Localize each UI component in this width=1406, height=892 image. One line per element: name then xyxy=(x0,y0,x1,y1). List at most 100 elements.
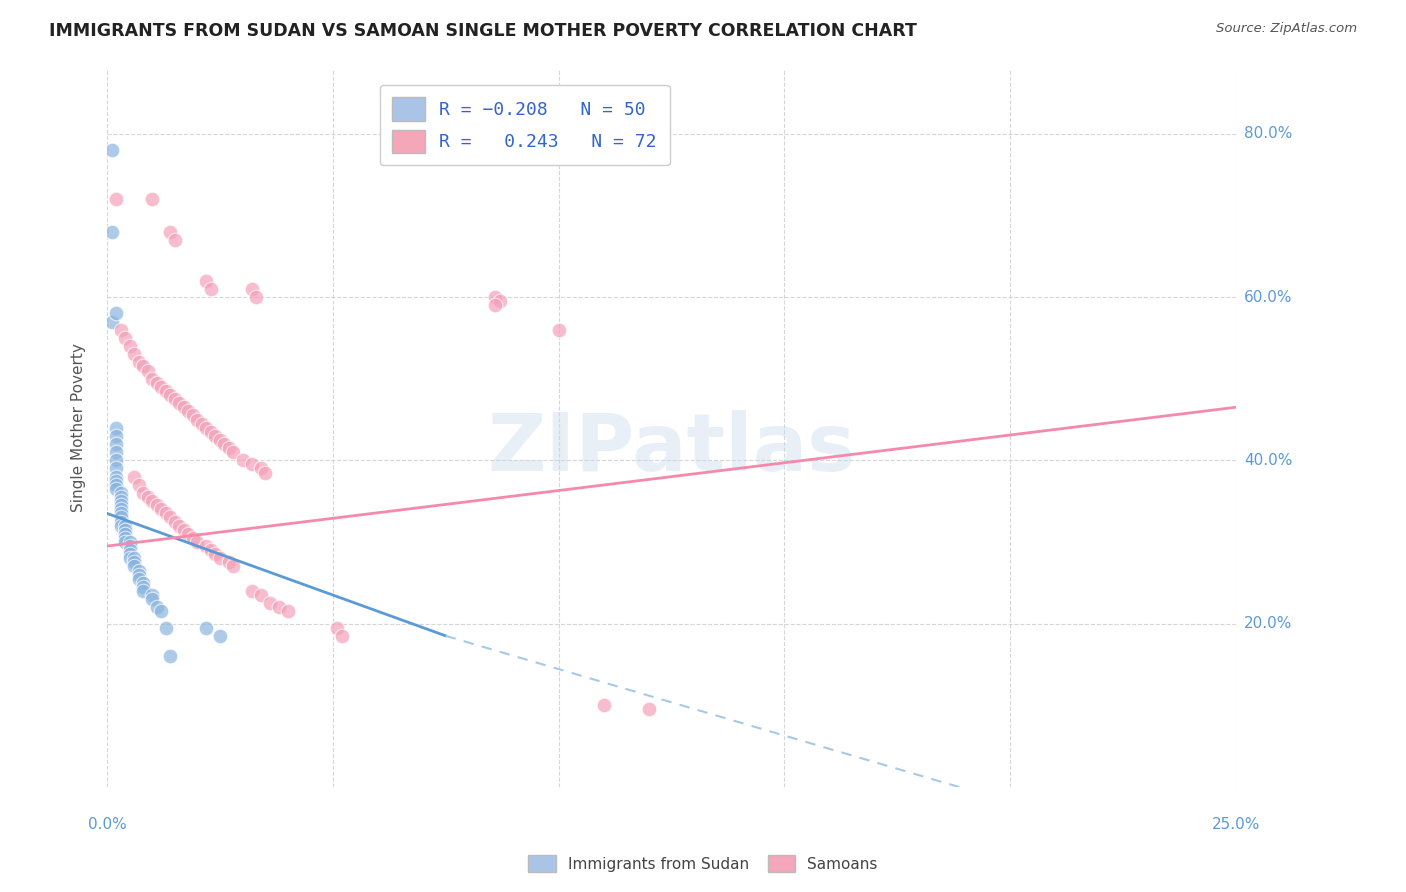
Point xyxy=(208,433,231,447)
Point xyxy=(159,225,181,239)
Text: ZIPatlas: ZIPatlas xyxy=(488,410,855,488)
Point xyxy=(118,547,141,561)
Text: 0.0%: 0.0% xyxy=(87,817,127,832)
Point xyxy=(240,458,263,472)
Point xyxy=(105,469,128,483)
Point xyxy=(240,583,263,598)
Point xyxy=(110,323,132,337)
Point xyxy=(122,347,145,361)
Point xyxy=(177,404,200,418)
Point xyxy=(141,592,163,607)
Point xyxy=(110,507,132,521)
Point xyxy=(159,649,181,664)
Point xyxy=(105,429,128,443)
Point xyxy=(122,559,145,574)
Point xyxy=(114,523,136,537)
Point xyxy=(484,290,506,304)
Text: 60.0%: 60.0% xyxy=(1244,290,1292,304)
Point xyxy=(105,474,128,488)
Point xyxy=(177,526,200,541)
Point xyxy=(592,698,614,713)
Point xyxy=(114,531,136,545)
Point xyxy=(208,551,231,566)
Point xyxy=(118,543,141,558)
Point xyxy=(169,518,191,533)
Point xyxy=(114,526,136,541)
Point xyxy=(173,401,195,415)
Point xyxy=(110,510,132,524)
Point xyxy=(249,588,271,602)
Point xyxy=(181,531,204,545)
Point xyxy=(110,486,132,500)
Point xyxy=(277,604,299,618)
Point xyxy=(249,461,271,475)
Point xyxy=(267,600,290,615)
Point xyxy=(163,515,186,529)
Text: 40.0%: 40.0% xyxy=(1244,453,1292,467)
Point xyxy=(136,363,159,377)
Point xyxy=(128,564,150,578)
Point xyxy=(105,453,128,467)
Point xyxy=(155,384,177,398)
Point xyxy=(484,298,506,312)
Point xyxy=(100,143,122,157)
Point xyxy=(105,306,128,320)
Point xyxy=(110,518,132,533)
Point xyxy=(218,555,240,569)
Point xyxy=(155,507,177,521)
Point xyxy=(204,547,226,561)
Point xyxy=(547,323,569,337)
Point xyxy=(110,515,132,529)
Point xyxy=(254,466,277,480)
Text: Source: ZipAtlas.com: Source: ZipAtlas.com xyxy=(1216,22,1357,36)
Point xyxy=(259,596,281,610)
Point xyxy=(489,294,512,309)
Point xyxy=(122,555,145,569)
Point xyxy=(150,604,173,618)
Point xyxy=(128,572,150,586)
Point xyxy=(155,621,177,635)
Point xyxy=(105,461,128,475)
Point xyxy=(132,486,155,500)
Point xyxy=(105,445,128,459)
Point xyxy=(114,535,136,549)
Point xyxy=(118,539,141,553)
Point xyxy=(195,274,218,288)
Point xyxy=(181,409,204,423)
Point xyxy=(245,290,267,304)
Point xyxy=(145,600,167,615)
Point xyxy=(128,478,150,492)
Point xyxy=(141,494,163,508)
Point xyxy=(186,412,208,426)
Point xyxy=(114,518,136,533)
Point xyxy=(105,192,128,206)
Point xyxy=(163,233,186,247)
Point xyxy=(122,469,145,483)
Text: 80.0%: 80.0% xyxy=(1244,127,1292,141)
Point xyxy=(132,580,155,594)
Point xyxy=(145,376,167,390)
Point xyxy=(110,490,132,504)
Point xyxy=(100,315,122,329)
Point xyxy=(132,359,155,374)
Point xyxy=(132,575,155,590)
Point xyxy=(122,551,145,566)
Legend: R = −0.208   N = 50, R =   0.243   N = 72: R = −0.208 N = 50, R = 0.243 N = 72 xyxy=(380,85,669,165)
Point xyxy=(159,510,181,524)
Y-axis label: Single Mother Poverty: Single Mother Poverty xyxy=(72,343,86,512)
Point xyxy=(231,453,253,467)
Point xyxy=(200,543,222,558)
Point xyxy=(208,629,231,643)
Point xyxy=(195,621,218,635)
Point xyxy=(132,583,155,598)
Point xyxy=(200,425,222,439)
Legend: Immigrants from Sudan, Samoans: Immigrants from Sudan, Samoans xyxy=(520,847,886,880)
Point xyxy=(141,588,163,602)
Point xyxy=(141,192,163,206)
Point xyxy=(195,420,218,434)
Point xyxy=(105,437,128,451)
Point xyxy=(150,502,173,516)
Point xyxy=(214,437,236,451)
Point xyxy=(169,396,191,410)
Point xyxy=(186,535,208,549)
